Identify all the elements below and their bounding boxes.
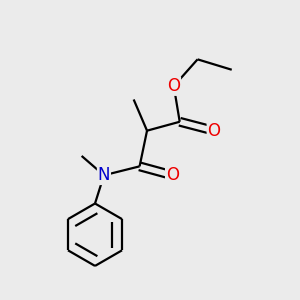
Text: O: O bbox=[207, 122, 220, 140]
Text: O: O bbox=[166, 166, 179, 184]
Text: O: O bbox=[167, 77, 180, 95]
Text: N: N bbox=[98, 166, 110, 184]
